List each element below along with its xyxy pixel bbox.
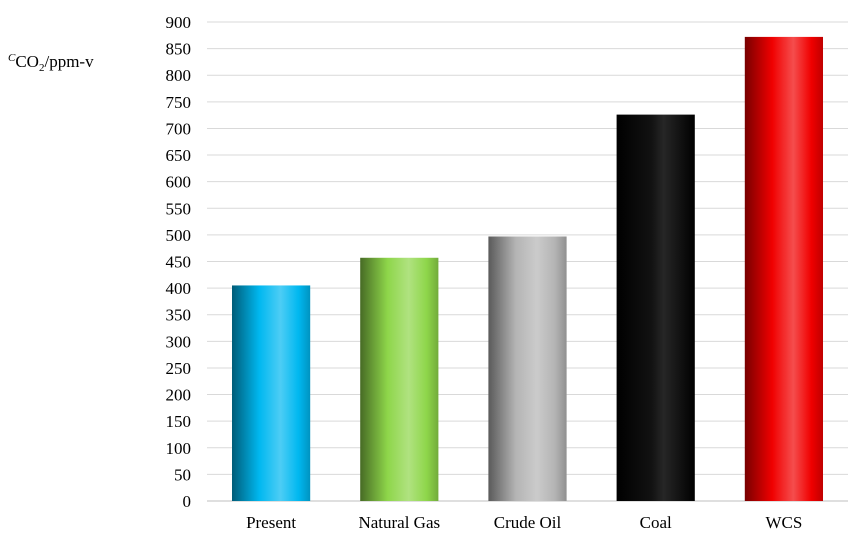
y-tick-label: 150 — [166, 412, 192, 431]
y-tick-label: 600 — [166, 173, 192, 192]
y-tick-label: 350 — [166, 306, 192, 325]
bar-present — [231, 285, 311, 501]
y-tick-label: 750 — [166, 93, 192, 112]
bar-coal — [616, 114, 695, 502]
y-tick-label: 400 — [166, 279, 192, 298]
x-tick-labels: Present Natural Gas Crude Oil Coal WCS — [246, 513, 802, 532]
y-tick-label: 100 — [166, 439, 192, 458]
y-tick-label: 450 — [166, 253, 192, 272]
bar-wcs — [744, 36, 824, 501]
y-tick-label: 50 — [174, 465, 191, 484]
y-tick-label: 900 — [166, 13, 192, 32]
y-tick-label: 650 — [166, 146, 192, 165]
x-tick-label: WCS — [765, 513, 802, 532]
y-tick-label: 0 — [183, 492, 192, 511]
y-tick-label: 500 — [166, 226, 192, 245]
y-tick-label: 700 — [166, 119, 192, 138]
x-tick-label: Coal — [640, 513, 672, 532]
y-tick-label: 550 — [166, 199, 192, 218]
x-tick-label: Natural Gas — [358, 513, 440, 532]
y-tick-label: 800 — [166, 66, 192, 85]
y-tick-label: 300 — [166, 332, 192, 351]
x-tick-label: Present — [246, 513, 296, 532]
y-tick-label: 850 — [166, 40, 192, 59]
y-tick-label: 250 — [166, 359, 192, 378]
y-tick-label: 200 — [166, 386, 192, 405]
bar-crude-oil — [488, 236, 567, 502]
x-tick-label: Crude Oil — [494, 513, 562, 532]
y-tick-labels: 0 50 100 150 200 250 300 350 400 450 500 550 600 650 7… — [166, 13, 192, 511]
y-axis-label: CCO2/ppm-v — [8, 52, 94, 74]
bars — [231, 36, 824, 502]
bar-natural-gas — [360, 257, 439, 501]
